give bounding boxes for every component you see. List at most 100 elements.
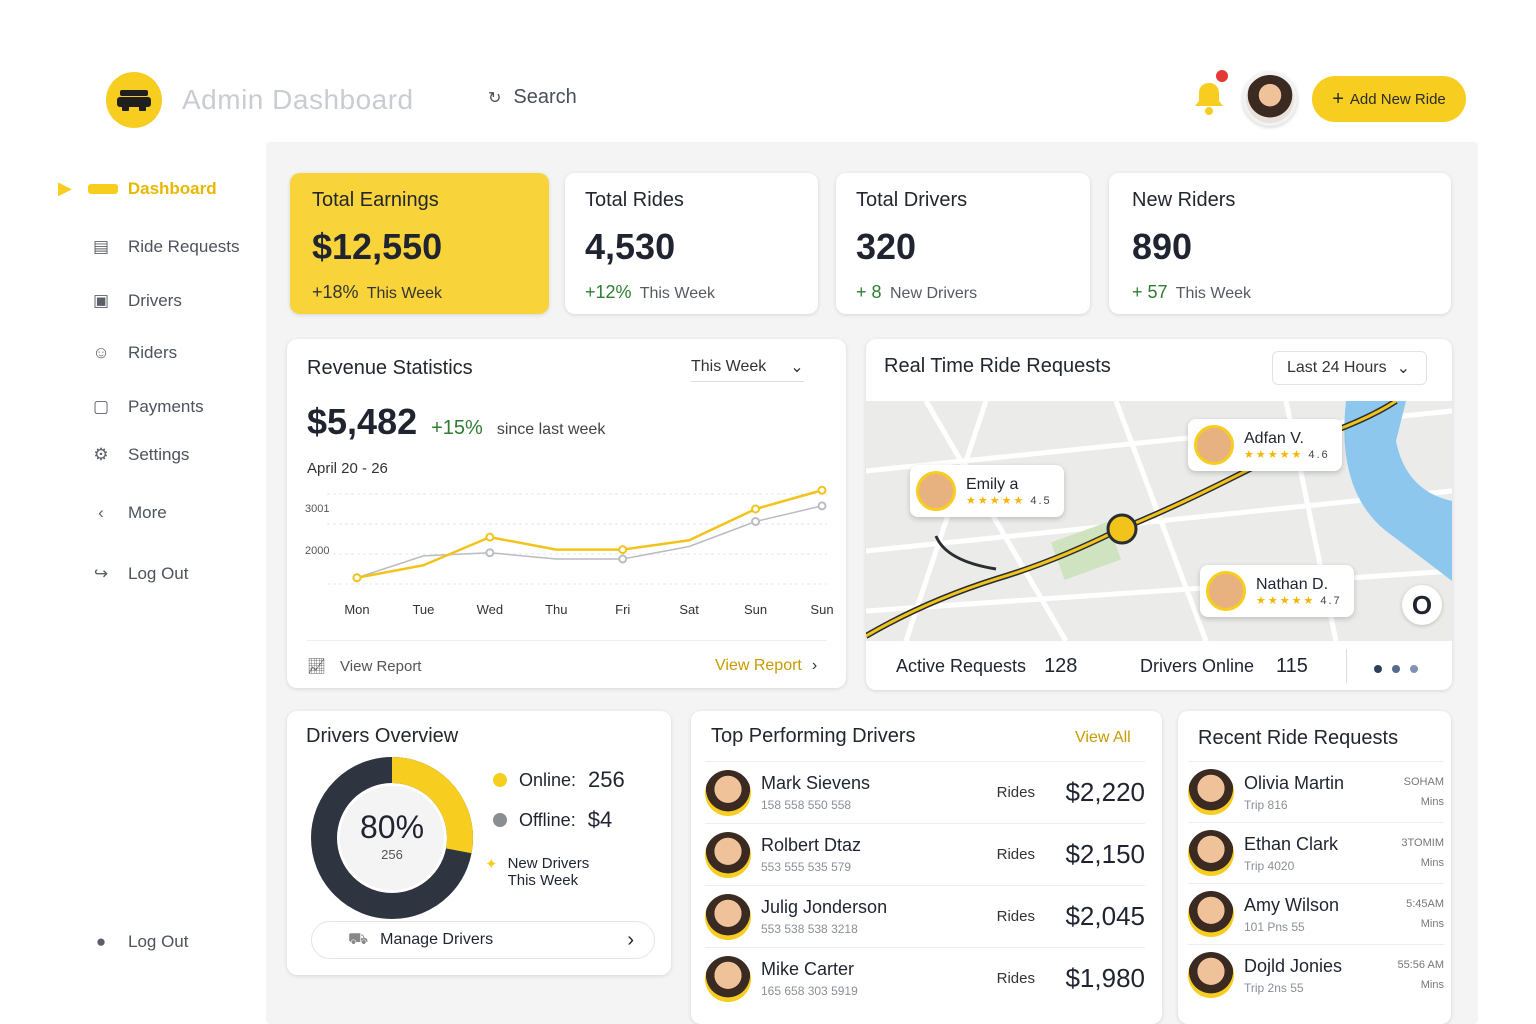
legend-new-label-1: New Drivers (507, 855, 590, 872)
drivers-overview-card: Drivers Overview 80% 256 Online: 256 Off… (287, 711, 671, 975)
chevron-right-icon: › (811, 657, 818, 674)
sidebar-item-settings[interactable]: ⚙ Settings (90, 444, 189, 466)
series-line (356, 505, 823, 579)
data-point (817, 485, 827, 495)
stat-label: Total Earnings (312, 189, 439, 211)
donut-sub: 256 (381, 847, 403, 862)
add-new-ride-label: Add New Ride (1349, 90, 1446, 108)
x-tick-label: Sun (810, 602, 833, 617)
sidebar-item-drivers[interactable]: ▣ Drivers (90, 290, 182, 312)
driver-meta: 158 558 550 558 (761, 798, 852, 812)
manage-drivers-label: Manage Drivers (380, 931, 494, 948)
legend-online-dot (493, 773, 507, 787)
manage-drivers-button[interactable]: ⛟ Manage Drivers › (311, 921, 655, 959)
top-driver-row[interactable]: Julig Jonderson 553 538 538 3218 Rides $2,0… (705, 885, 1145, 947)
top-drivers-list: Mark Sievens 158 558 550 558 Rides $2,220 Ro… (705, 761, 1145, 1009)
driver-name: Rolbert Dtaz (761, 835, 862, 855)
user-avatar[interactable] (1243, 72, 1297, 126)
view-all-link[interactable]: View All (1075, 729, 1131, 746)
legend-new-drivers: ✦ New Drivers This Week (485, 855, 589, 889)
driver-amount: $2,045 (1065, 901, 1145, 931)
notification-bell-icon[interactable] (1192, 80, 1226, 121)
driver-rides-label: Rides (996, 970, 1035, 987)
rider-meta: Trip 4020 (1244, 858, 1295, 873)
add-new-ride-button[interactable]: + Add New Ride (1312, 76, 1466, 122)
request-sub: Mins (1420, 918, 1444, 930)
stat-value: 890 (1132, 226, 1193, 267)
active-requests-value: 128 (1044, 655, 1078, 677)
top-driver-row[interactable]: Rolbert Dtaz 553 555 535 579 Rides $2,150 (705, 823, 1145, 885)
rider-meta: Trip 2ns 55 (1244, 980, 1304, 995)
driver-meta: 553 538 538 3218 (761, 922, 858, 936)
driver-avatar (705, 831, 751, 878)
x-tick-label: Sun (744, 602, 767, 617)
map-pin-emily[interactable]: Emily a ★★★★★ 4.5 (910, 465, 1064, 517)
driver-rides-label: Rides (996, 846, 1035, 863)
revenue-period-dropdown[interactable]: This Week ⌄ (691, 357, 804, 382)
realtime-period-dropdown[interactable]: Last 24 Hours ⌄ (1272, 351, 1428, 385)
map-pin-nathan[interactable]: Nathan D. ★★★★★ 4.7 (1200, 565, 1354, 617)
pagination-dots[interactable] (1374, 665, 1418, 673)
top-drivers-card: Top Performing Drivers View All Mark Sie… (691, 711, 1162, 1024)
view-report-right-link[interactable]: View Report › (715, 657, 817, 675)
x-tick-label: Tue (412, 602, 434, 617)
view-report-left-label: View Report (340, 657, 422, 675)
revenue-total: $5,482 (307, 401, 418, 442)
rider-avatar (1188, 891, 1234, 937)
active-requests-stat: Active Requests 128 (896, 655, 1077, 678)
legend-offline: Offline: $4 (493, 807, 612, 833)
recent-request-row[interactable]: Dojld Jonies Trip 2ns 55 55:56 AM Mins (1188, 944, 1444, 1005)
driver-avatar (705, 955, 751, 1002)
x-tick-label: Mon (344, 602, 369, 617)
driver-meta: 553 555 535 579 (761, 860, 852, 874)
pin-rating: 4.7 (1320, 594, 1342, 607)
logout-icon: ↪ (93, 564, 109, 583)
top-driver-row[interactable]: Mark Sievens 158 558 550 558 Rides $2,220 (705, 761, 1145, 823)
ride-map[interactable] (866, 401, 1452, 641)
sidebar-footer-logout[interactable]: ● Log Out (90, 931, 189, 953)
rider-meta: 101 Pns 55 (1244, 919, 1305, 934)
map-pin-adfan[interactable]: Adfan V. ★★★★★ 4.6 (1188, 419, 1342, 471)
recent-request-row[interactable]: Olivia Martin Trip 816 SOHAM Mins (1188, 761, 1444, 822)
top-drivers-title: Top Performing Drivers (711, 725, 916, 747)
legend-offline-label: Offline: (519, 809, 576, 830)
recent-request-row[interactable]: Ethan Clark Trip 4020 3TOMIM Mins (1188, 822, 1444, 883)
sidebar-item-ride-requests[interactable]: ▤ Ride Requests (90, 236, 240, 258)
search-input[interactable]: ↻ Search (488, 86, 577, 109)
pin-rating: 4.6 (1308, 448, 1330, 461)
sidebar-item-logout[interactable]: ↪ Log Out (90, 563, 189, 585)
stat-card-riders[interactable]: New Riders 890 + 57 This Week (1109, 173, 1451, 314)
sidebar-item-dashboard[interactable]: ▶ Dashboard (58, 178, 217, 199)
donut-percent: 80% (359, 809, 425, 845)
sidebar-item-riders[interactable]: ☺ Riders (90, 342, 177, 364)
driver-avatar (916, 471, 956, 511)
revenue-summary: $5,482 +15% since last week (307, 401, 605, 443)
sidebar-footer-logout-label: Log Out (128, 932, 189, 951)
app-logo[interactable] (106, 72, 162, 128)
revenue-change-note: since last week (496, 421, 606, 438)
stat-sub: +18% This Week (312, 282, 527, 303)
top-driver-row[interactable]: Mike Carter 165 658 303 5919 Rides $1,980 (705, 947, 1145, 1009)
sidebar-item-payments[interactable]: ▢ Payments (90, 396, 204, 418)
map-badge[interactable]: O (1402, 585, 1442, 625)
legend-offline-value: $4 (587, 807, 613, 832)
inbox-icon: ▤ (92, 237, 110, 256)
data-point (618, 554, 628, 564)
stat-card-earnings[interactable]: Total Earnings $12,550 +18% This Week (290, 173, 549, 314)
stat-note: This Week (639, 285, 715, 302)
stat-card-drivers[interactable]: Total Drivers 320 + 8 New Drivers (836, 173, 1090, 314)
sidebar-item-label: Drivers (128, 291, 182, 310)
legend-online: Online: 256 (493, 767, 625, 793)
stat-note: New Drivers (889, 285, 978, 302)
view-report-left-link[interactable]: 📈︎ View Report (307, 657, 422, 676)
sidebar-item-label: More (128, 503, 167, 522)
plus-icon: + (1332, 87, 1344, 110)
search-icon: ↻ (488, 89, 502, 107)
rider-name: Amy Wilson (1244, 894, 1340, 915)
recent-request-row[interactable]: Amy Wilson 101 Pns 55 5:45AM Mins (1188, 883, 1444, 944)
sidebar-item-more[interactable]: ‹ More (90, 502, 167, 524)
stat-card-rides[interactable]: Total Rides 4,530 +12% This Week (565, 173, 818, 314)
driver-rides-label: Rides (996, 784, 1035, 801)
data-point (751, 504, 761, 514)
data-point (485, 532, 495, 542)
